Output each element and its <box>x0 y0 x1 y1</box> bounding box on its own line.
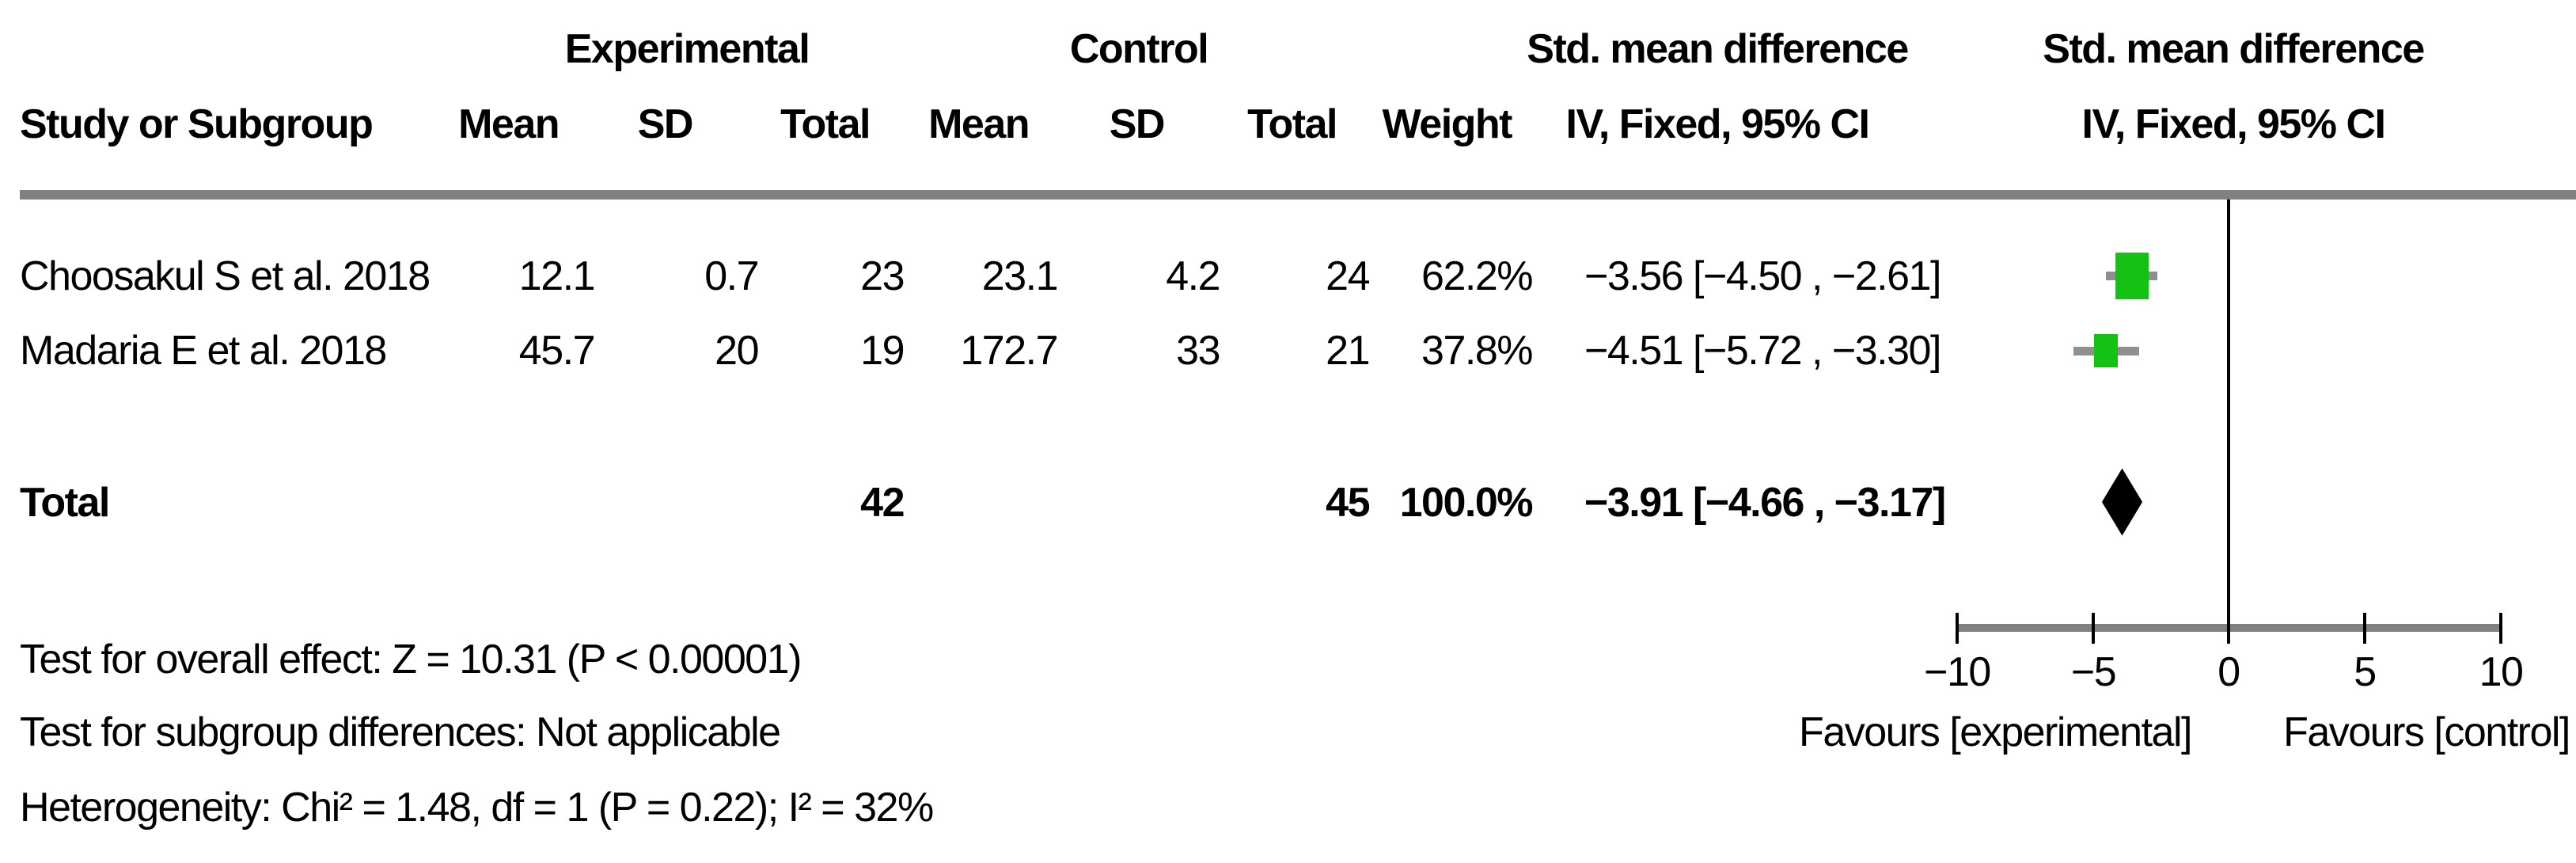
axis-tick-label: −10 <box>1924 649 1991 695</box>
overall-effect-test: Test for overall effect: Z = 10.31 (P < … <box>20 637 802 682</box>
total-ci-text: −3.91 [−4.66 , −3.17] <box>1584 480 1946 526</box>
header-group-control: Control <box>1069 26 1209 72</box>
ctl-sd-value: 4.2 <box>1166 253 1220 299</box>
study-marker <box>2115 252 2149 299</box>
total-ctl-total: 45 <box>1326 480 1370 526</box>
axis-tick-label: −5 <box>2070 649 2117 695</box>
favours-control-label: Favours [control] <box>2283 709 2570 755</box>
subgroup-differences-test: Test for subgroup differences: Not appli… <box>20 709 781 755</box>
weight-value: 62.2% <box>1421 253 1533 299</box>
study-name: Choosakul S et al. 2018 <box>20 253 431 299</box>
exp-mean-value: 12.1 <box>518 253 596 299</box>
ctl-sd-value: 33 <box>1176 328 1220 374</box>
ci-text: −3.56 [−4.50 , −2.61] <box>1584 253 1941 299</box>
axis-tick <box>2363 613 2366 644</box>
axis-tick <box>2227 613 2230 644</box>
ci-text: −4.51 [−5.72 , −3.30] <box>1584 328 1941 374</box>
summary-diamond <box>2101 468 2143 536</box>
header-separator-rule <box>20 190 2576 200</box>
exp-sd-value: 0.7 <box>704 253 759 299</box>
header-ctl-mean: Mean <box>928 101 1030 147</box>
total-label: Total <box>20 480 110 526</box>
header-group-experimental: Experimental <box>564 26 810 72</box>
header-exp-sd: SD <box>637 101 694 147</box>
exp-total-value: 19 <box>860 328 905 374</box>
weight-value: 37.8% <box>1421 328 1533 374</box>
header-study-col: Study or Subgroup <box>20 101 374 147</box>
study-marker <box>2094 334 2119 367</box>
exp-mean-value: 45.7 <box>518 328 596 374</box>
ctl-mean-value: 23.1 <box>981 253 1059 299</box>
header-ctl-total: Total <box>1247 101 1337 147</box>
total-exp-total: 42 <box>860 480 905 526</box>
ctl-mean-value: 172.7 <box>960 328 1058 374</box>
axis-tick <box>1956 613 1959 644</box>
header-exp-mean: Mean <box>458 101 560 147</box>
heterogeneity-stats: Heterogeneity: Chi² = 1.48, df = 1 (P = … <box>20 785 934 831</box>
axis-tick-label: 10 <box>2479 649 2524 695</box>
ctl-total-value: 24 <box>1326 253 1370 299</box>
header-smd-subtitle-left: IV, Fixed, 95% CI <box>1565 101 1870 147</box>
exp-sd-value: 20 <box>715 328 759 374</box>
total-weight: 100.0% <box>1399 480 1534 526</box>
header-exp-total: Total <box>780 101 871 147</box>
axis-tick-label: 0 <box>2217 649 2240 695</box>
header-ctl-sd: SD <box>1109 101 1166 147</box>
header-smd-subtitle-plot: IV, Fixed, 95% CI <box>2081 101 2386 147</box>
header-smd-title-left: Std. mean difference <box>1527 26 1909 72</box>
exp-total-value: 23 <box>860 253 905 299</box>
header-weight: Weight <box>1382 101 1513 147</box>
header-smd-title-plot: Std. mean difference <box>2043 26 2425 72</box>
null-effect-line <box>2227 200 2230 644</box>
study-name: Madaria E et al. 2018 <box>20 328 387 374</box>
favours-experimental-label: Favours [experimental] <box>1799 709 2192 755</box>
axis-tick <box>2499 613 2502 644</box>
ctl-total-value: 21 <box>1326 328 1370 374</box>
axis-tick <box>2092 613 2095 644</box>
axis-tick-label: 5 <box>2354 649 2377 695</box>
